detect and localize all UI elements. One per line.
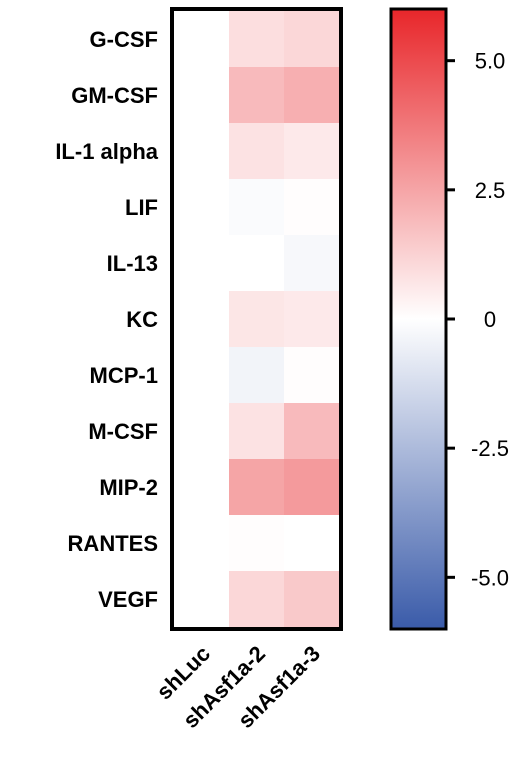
row-label: VEGF [98, 587, 158, 612]
heatmap-cell-m-csf-shluc [174, 403, 230, 460]
heatmap-cell-kc-shasf1a-3 [284, 291, 340, 348]
heatmap-cell-mip-2-shasf1a-3 [284, 459, 340, 516]
heatmap-cell-kc-shluc [174, 291, 230, 348]
heatmap-cell-m-csf-shasf1a-2 [229, 403, 285, 460]
row-label: GM-CSF [71, 83, 158, 108]
row-label: G-CSF [90, 27, 158, 52]
heatmap-cell-g-csf-shasf1a-2 [229, 11, 285, 68]
colorbar-tick-label: 2.5 [475, 178, 506, 203]
heatmap-cell-kc-shasf1a-2 [229, 291, 285, 348]
heatmap-cells [174, 11, 340, 628]
heatmap-cell-il-1-alpha-shasf1a-2 [229, 123, 285, 180]
row-label: RANTES [68, 531, 158, 556]
heatmap-cell-il-1-alpha-shasf1a-3 [284, 123, 340, 180]
heatmap-cell-lif-shasf1a-2 [229, 179, 285, 236]
heatmap-cell-rantes-shasf1a-2 [229, 515, 285, 572]
row-label: KC [126, 307, 158, 332]
colorbar-tick-label: -5.0 [471, 565, 509, 590]
row-label: IL-1 alpha [55, 139, 158, 164]
heatmap-cell-il-13-shasf1a-2 [229, 235, 285, 292]
row-label: M-CSF [88, 419, 158, 444]
row-label: LIF [125, 195, 158, 220]
heatmap-cell-vegf-shasf1a-2 [229, 571, 285, 628]
heatmap-cell-g-csf-shasf1a-3 [284, 11, 340, 68]
heatmap-cell-vegf-shluc [174, 571, 230, 628]
heatmap-cell-il-13-shluc [174, 235, 230, 292]
colorbar-tick-label: -2.5 [471, 436, 509, 461]
row-label: MIP-2 [99, 475, 158, 500]
heatmap-cell-rantes-shluc [174, 515, 230, 572]
colorbar-tick-label: 0 [484, 307, 496, 332]
heatmap-cell-mip-2-shasf1a-2 [229, 459, 285, 516]
row-labels: G-CSF GM-CSF IL-1 alpha LIF IL-13 KC MCP-1 M-CS… [55, 27, 158, 612]
heatmap-cell-m-csf-shasf1a-3 [284, 403, 340, 460]
colorbar-ticks: 5.0 2.5 0 -2.5 -5.0 [446, 49, 509, 590]
heatmap-cell-lif-shluc [174, 179, 230, 236]
heatmap-cell-il-1-alpha-shluc [174, 123, 230, 180]
row-label: IL-13 [107, 251, 158, 276]
heatmap-cell-gm-csf-shluc [174, 67, 230, 124]
heatmap-cell-vegf-shasf1a-3 [284, 571, 340, 628]
colorbar-tick-label: 5.0 [475, 49, 506, 74]
heatmap-cell-mcp-1-shluc [174, 347, 230, 404]
heatmap-cell-rantes-shasf1a-3 [284, 515, 340, 572]
heatmap-cell-il-13-shasf1a-3 [284, 235, 340, 292]
heatmap-cell-lif-shasf1a-3 [284, 179, 340, 236]
heatmap-cell-mcp-1-shasf1a-3 [284, 347, 340, 404]
colorbar [389, 7, 448, 631]
heatmap-cell-g-csf-shluc [174, 11, 230, 68]
heatmap-cell-gm-csf-shasf1a-3 [284, 67, 340, 124]
heatmap-frame [170, 7, 343, 631]
heatmap-cell-mcp-1-shasf1a-2 [229, 347, 285, 404]
row-label: MCP-1 [90, 363, 158, 388]
heatmap-cell-gm-csf-shasf1a-2 [229, 67, 285, 124]
heatmap-cell-mip-2-shluc [174, 459, 230, 516]
